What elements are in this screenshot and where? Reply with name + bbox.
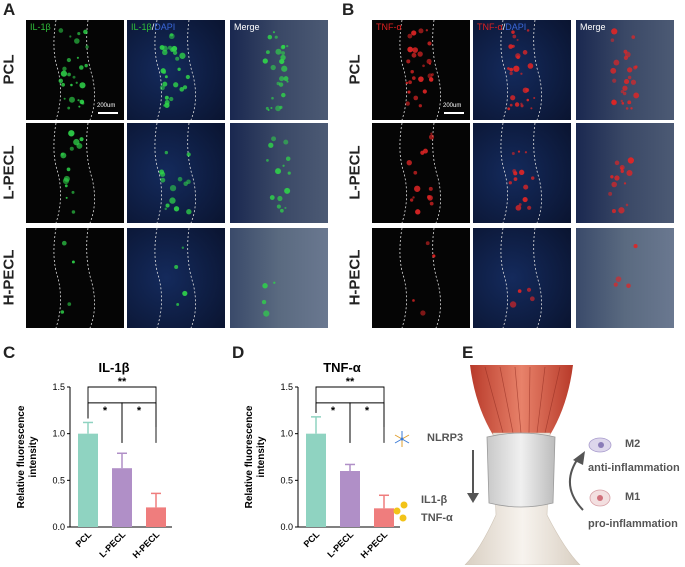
- tile-caption: Merge: [580, 22, 606, 32]
- scale-bar-label: 200um: [97, 103, 116, 109]
- micrograph-tile: [127, 228, 225, 328]
- chart-title: IL-1β: [98, 360, 129, 375]
- micrograph-tile: [576, 123, 674, 223]
- panel-label-b: B: [342, 0, 355, 19]
- micrograph-tile: TNF-α/DAPI: [473, 20, 571, 120]
- y-axis-label: Relative fluorescenceintensity: [244, 405, 267, 508]
- micrograph-tile: [230, 228, 328, 328]
- row-label-l-pecl: L-PECL: [0, 145, 18, 200]
- significance-mark: *: [365, 405, 370, 417]
- panel-label-e: E: [462, 343, 474, 362]
- bar: [340, 471, 360, 527]
- label-nlrp3: NLRP3: [427, 432, 464, 444]
- significance-mark: *: [331, 405, 336, 417]
- panel-label-d: D: [232, 343, 245, 362]
- x-tick-label: PCL: [302, 529, 322, 549]
- micrograph-tile: Merge: [230, 20, 328, 120]
- schematic-e: NLRP3 IL1-β TNF-α M2 anti-inflammation M…: [375, 365, 685, 565]
- bar: [306, 433, 326, 527]
- tile-caption: Merge: [234, 22, 260, 32]
- bar: [112, 468, 132, 527]
- nlrp3-icon: [394, 431, 410, 447]
- micrograph-tile: [26, 228, 124, 328]
- significance-bracket: [315, 386, 385, 427]
- row-label-h-pecl: H-PECL: [0, 249, 18, 306]
- y-tick-label: 0.0: [280, 522, 293, 532]
- significance-mark: *: [103, 405, 108, 417]
- x-tick-label: L-PECL: [97, 529, 127, 559]
- y-tick-label: 0.5: [52, 475, 65, 485]
- scale-bar: [444, 112, 464, 114]
- tile-caption: TNF-α: [376, 22, 402, 32]
- micrograph-tile: IL-1β 200um: [26, 20, 124, 120]
- tile-caption: IL-1β: [30, 22, 51, 32]
- panel-label-a: A: [3, 0, 16, 19]
- significance-mark: **: [118, 376, 127, 388]
- row-label-pcl: PCL: [346, 54, 364, 85]
- tendon-illustration: [393, 365, 612, 565]
- micrograph-tile: [372, 123, 470, 223]
- micrograph-tile: Merge: [576, 20, 674, 120]
- micrograph-tile: IL-1β/DAPI: [127, 20, 225, 120]
- chart-tnfa: TNF-α Relative fluorescenceintensity 0.0 0.…: [244, 360, 400, 560]
- label-il1b: IL1-β: [421, 494, 448, 506]
- label-m2: M2: [625, 438, 641, 450]
- row-label-pcl: PCL: [0, 54, 18, 85]
- row-label-l-pecl: L-PECL: [346, 145, 364, 200]
- label-m1: M1: [625, 491, 641, 503]
- micrograph-tile: [473, 228, 571, 328]
- y-tick-label: 1.5: [280, 382, 293, 392]
- tile-caption: IL-1β/DAPI: [131, 22, 176, 32]
- cytokine-icon: [393, 501, 408, 522]
- y-axis-label: Relative fluorescenceintensity: [16, 405, 39, 508]
- label-tnfa: TNF-α: [421, 512, 453, 524]
- chart-title: TNF-α: [323, 360, 361, 375]
- x-tick-label: H-PECL: [131, 529, 162, 560]
- micrograph-tile: [473, 123, 571, 223]
- tile-caption: TNF-α/DAPI: [477, 22, 527, 32]
- y-tick-label: 1.5: [52, 382, 65, 392]
- muscle-shape: [470, 365, 573, 435]
- label-anti-inflammation: anti-inflammation: [588, 462, 680, 474]
- label-pro-inflammation: pro-inflammation: [588, 518, 678, 530]
- x-tick-label: L-PECL: [325, 529, 355, 559]
- y-tick-label: 1.0: [280, 429, 293, 439]
- bar: [78, 433, 98, 527]
- scaffold-sleeve: [486, 432, 556, 508]
- y-tick-label: 0.5: [280, 475, 293, 485]
- significance-mark: **: [346, 376, 355, 388]
- scale-bar: [98, 112, 118, 114]
- micrograph-tile: [230, 123, 328, 223]
- row-label-h-pecl: H-PECL: [346, 249, 364, 306]
- micrograph-tile: [26, 123, 124, 223]
- scale-bar-label: 200um: [443, 103, 462, 109]
- micrograph-tile: TNF-α 200um: [372, 20, 470, 120]
- y-tick-label: 0.0: [52, 522, 65, 532]
- significance-mark: *: [137, 405, 142, 417]
- panel-label-c: C: [3, 343, 16, 362]
- m1-cell-icon: [589, 489, 611, 507]
- y-tick-label: 1.0: [52, 429, 65, 439]
- micrograph-tile: [372, 228, 470, 328]
- bar: [374, 508, 394, 527]
- x-tick-label: PCL: [74, 529, 94, 549]
- m2-cell-icon: [588, 437, 612, 453]
- chart-il1b: IL-1β Relative fluorescenceintensity 0.0 0.…: [16, 360, 172, 560]
- bar: [146, 507, 166, 527]
- micrograph-tile: [576, 228, 674, 328]
- micrograph-tile: [127, 123, 225, 223]
- significance-bracket: [87, 386, 157, 427]
